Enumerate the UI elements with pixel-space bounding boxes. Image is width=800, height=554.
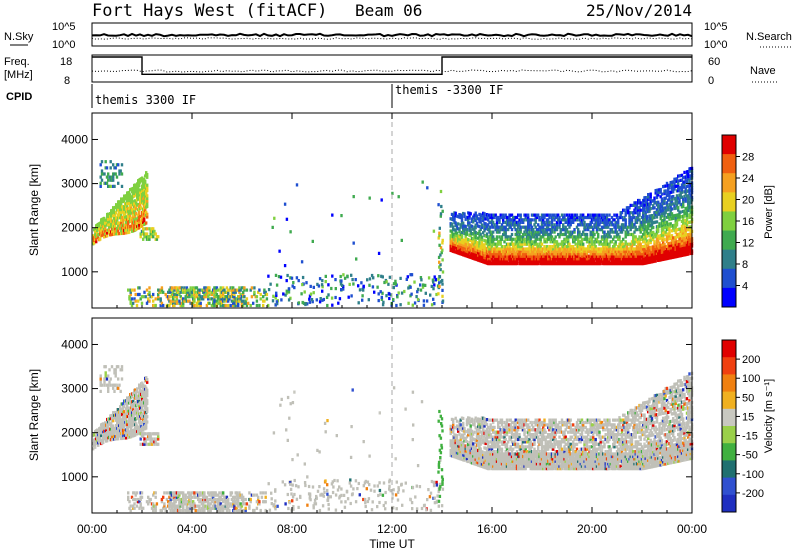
xtick-label: 00:00 bbox=[677, 522, 707, 536]
cpid-row: CPID themis 3300 IF themis -3300 IF bbox=[6, 83, 503, 108]
power-colorbar-label: Power [dB] bbox=[763, 185, 775, 239]
nsearch-label: N.Search bbox=[746, 31, 792, 43]
velocity-panel: 1000 2000 3000 4000 Slant Range [km] 200 100… bbox=[27, 317, 775, 514]
power-echoes bbox=[92, 160, 694, 308]
date-label: 25/Nov/2014 bbox=[586, 1, 692, 20]
colorbar-swatch bbox=[722, 230, 736, 251]
colorbar-tick-label: 4 bbox=[742, 281, 748, 293]
xtick-label: 04:00 bbox=[177, 522, 207, 536]
colorbar-tick-label: 20 bbox=[742, 195, 754, 207]
freq-panel: Freq. [MHz] 18 8 60 0 Nave bbox=[4, 54, 778, 87]
colorbar-swatch bbox=[722, 374, 736, 393]
time-axis: 00:00 04:00 08:00 12:00 16:00 20:00 00:00 bbox=[77, 113, 707, 536]
colorbar-swatch bbox=[722, 494, 736, 513]
colorbar-swatch bbox=[722, 357, 736, 375]
ytick-label: 2000 bbox=[61, 221, 88, 235]
cpid-segment-1: themis 3300 IF bbox=[95, 93, 196, 107]
colorbar-tick-label: 8 bbox=[742, 259, 748, 271]
colorbar-swatch bbox=[722, 477, 736, 496]
ytick-label: 1000 bbox=[61, 470, 88, 484]
nave-label: Nave bbox=[750, 65, 776, 77]
beam-label: Beam 06 bbox=[355, 1, 422, 20]
sky-right-tick-bottom: 10^0 bbox=[704, 39, 728, 51]
colorbar-swatch bbox=[722, 268, 736, 289]
nsky-trace bbox=[91, 32, 693, 38]
sky-left-tick-bottom: 10^0 bbox=[52, 39, 76, 51]
colorbar-tick-label: -50 bbox=[742, 450, 758, 462]
colorbar-tick-label: -100 bbox=[742, 469, 764, 481]
velocity-ylabel: Slant Range [km] bbox=[27, 369, 41, 461]
colorbar-tick-label: 50 bbox=[742, 392, 754, 404]
ytick-label: 4000 bbox=[61, 337, 88, 351]
colorbar-tick-label: -15 bbox=[742, 431, 758, 443]
colorbar-swatch bbox=[722, 287, 736, 308]
sky-panel: N.Sky 10^5 10^0 10^5 10^0 N.Search bbox=[4, 21, 792, 51]
colorbar-swatch bbox=[722, 154, 736, 174]
colorbar-swatch bbox=[722, 443, 736, 461]
colorbar-swatch bbox=[722, 249, 736, 270]
colorbar-swatch bbox=[722, 340, 736, 358]
colorbar-swatch bbox=[722, 135, 736, 155]
xtick-label: 00:00 bbox=[77, 522, 107, 536]
ytick-label: 4000 bbox=[61, 132, 88, 146]
colorbar-swatch bbox=[722, 408, 736, 427]
time-axis-label: Time UT bbox=[369, 537, 415, 551]
power-colorbar: 4 8 12 16 20 24 28 bbox=[721, 134, 754, 308]
cpid-label: CPID bbox=[6, 91, 32, 103]
velocity-echoes bbox=[92, 365, 694, 513]
colorbar-swatch bbox=[722, 211, 736, 232]
freq-right-tick-bottom: 0 bbox=[708, 75, 714, 87]
sky-left-tick-top: 10^5 bbox=[52, 21, 76, 33]
colorbar-tick-label: 16 bbox=[742, 216, 754, 228]
freq-left-tick-top: 18 bbox=[60, 56, 72, 68]
cpid-segment-2: themis -3300 IF bbox=[395, 83, 503, 97]
freq-label-line2: [MHz] bbox=[4, 69, 33, 81]
colorbar-tick-label: 200 bbox=[742, 354, 760, 366]
colorbar-swatch bbox=[722, 173, 736, 193]
xtick-label: 20:00 bbox=[577, 522, 607, 536]
freq-label-line1: Freq. bbox=[4, 56, 30, 68]
freq-left-tick-bottom: 8 bbox=[64, 75, 70, 87]
colorbar-tick-label: 24 bbox=[742, 173, 754, 185]
nsky-label: N.Sky bbox=[4, 31, 34, 43]
xtick-label: 16:00 bbox=[477, 522, 507, 536]
radar-title: Fort Hays West (fitACF) bbox=[92, 1, 327, 21]
freq-right-tick-top: 60 bbox=[708, 56, 720, 68]
colorbar-tick-label: 28 bbox=[742, 152, 754, 164]
colorbar-tick-label: 12 bbox=[742, 238, 754, 250]
ytick-label: 3000 bbox=[61, 177, 88, 191]
nave-trace bbox=[91, 69, 693, 73]
velocity-colorbar-label: Velocity [m s⁻¹] bbox=[763, 379, 775, 453]
sky-right-tick-top: 10^5 bbox=[704, 21, 728, 33]
colorbar-tick-label: 100 bbox=[742, 373, 760, 385]
ytick-label: 2000 bbox=[61, 426, 88, 440]
ytick-label: 3000 bbox=[61, 382, 88, 396]
xtick-label: 08:00 bbox=[277, 522, 307, 536]
colorbar-swatch bbox=[722, 192, 736, 212]
colorbar-swatch bbox=[722, 426, 736, 444]
power-panel: 1000 2000 3000 4000 Slant Range [km] 4 8 12 16… bbox=[27, 112, 775, 309]
frequency-trace bbox=[92, 56, 692, 75]
nsearch-trace bbox=[91, 37, 693, 40]
colorbar-tick-label: 15 bbox=[742, 411, 754, 423]
xtick-label: 12:00 bbox=[377, 522, 407, 536]
ytick-label: 1000 bbox=[61, 265, 88, 279]
colorbar-swatch bbox=[722, 391, 736, 410]
power-ylabel: Slant Range [km] bbox=[27, 164, 41, 256]
colorbar-tick-label: -200 bbox=[742, 488, 764, 500]
velocity-colorbar: 200 100 50 15 -15 -50 -100 -200 bbox=[721, 339, 764, 513]
colorbar-swatch bbox=[722, 460, 736, 479]
